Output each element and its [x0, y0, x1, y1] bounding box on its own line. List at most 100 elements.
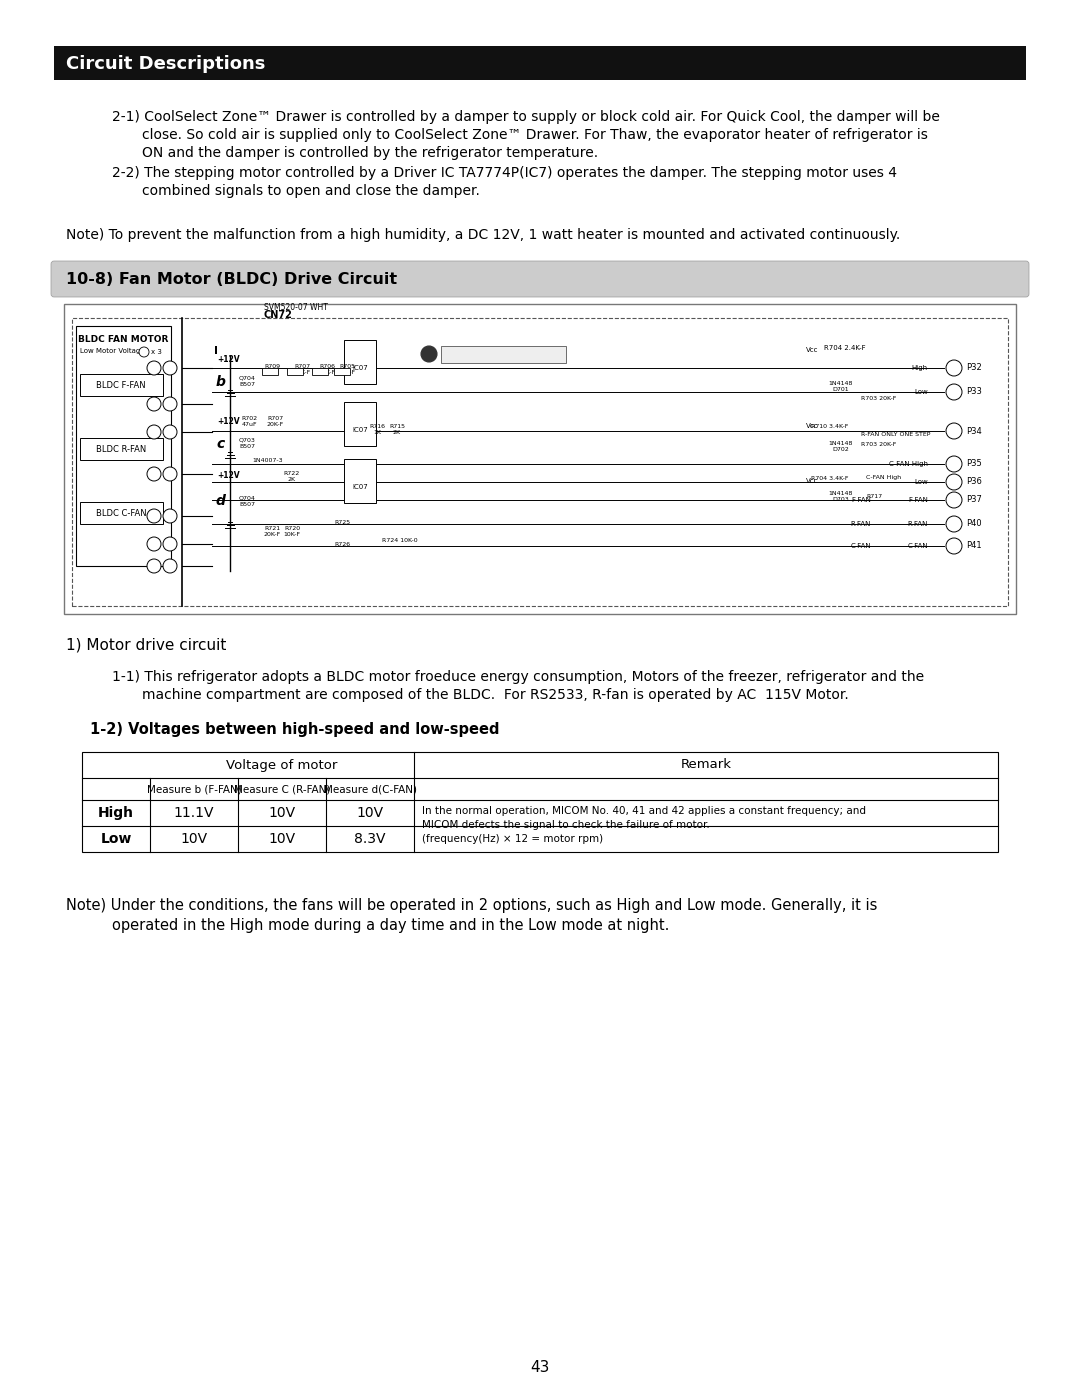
Text: 6: 6 — [167, 401, 172, 407]
Text: R705
11K-F: R705 11K-F — [338, 365, 355, 374]
Text: P41: P41 — [966, 542, 982, 550]
Bar — [441, 346, 566, 363]
Text: 1: 1 — [167, 563, 172, 569]
Bar — [345, 402, 376, 446]
Text: +12V: +12V — [217, 418, 240, 426]
Circle shape — [163, 536, 177, 550]
Bar — [345, 460, 376, 503]
Text: Vcc: Vcc — [806, 423, 819, 429]
Text: R722
2K: R722 2K — [284, 471, 300, 482]
Circle shape — [147, 559, 161, 573]
Text: 2-1) CoolSelect Zone™ Drawer is controlled by a damper to supply or block cold a: 2-1) CoolSelect Zone™ Drawer is controll… — [112, 110, 940, 124]
Text: 2-2) The stepping motor controlled by a Driver IC TA7774P(IC7) operates the damp: 2-2) The stepping motor controlled by a … — [112, 166, 897, 180]
Circle shape — [139, 346, 149, 358]
Text: BLDC C-FAN: BLDC C-FAN — [96, 509, 146, 517]
Text: C-FAN High: C-FAN High — [866, 475, 901, 481]
Text: R704 3.4K-F: R704 3.4K-F — [811, 475, 849, 481]
Text: 38: 38 — [949, 461, 959, 467]
Circle shape — [946, 515, 962, 532]
Text: Measure d(C-FAN): Measure d(C-FAN) — [324, 784, 417, 793]
Circle shape — [163, 467, 177, 481]
Circle shape — [163, 425, 177, 439]
Circle shape — [946, 455, 962, 472]
Bar — [80, 374, 163, 395]
Text: R2: R2 — [150, 429, 158, 434]
Text: close. So cold air is supplied only to CoolSelect Zone™ Drawer. For Thaw, the ev: close. So cold air is supplied only to C… — [141, 129, 928, 142]
Circle shape — [946, 474, 962, 490]
Text: BLDC R-FAN: BLDC R-FAN — [96, 444, 146, 454]
Text: C-FAN High: C-FAN High — [889, 461, 928, 467]
Text: ON and the damper is controlled by the refrigerator temperature.: ON and the damper is controlled by the r… — [141, 147, 598, 161]
Text: 40: 40 — [949, 497, 958, 503]
Text: x 3: x 3 — [151, 349, 162, 355]
Text: SL: SL — [150, 472, 158, 476]
Text: 10V: 10V — [269, 806, 296, 820]
Text: IC07: IC07 — [352, 427, 368, 433]
Text: Remark: Remark — [680, 759, 731, 771]
Text: R-FAN: R-FAN — [851, 521, 870, 527]
Text: 1N4007-3: 1N4007-3 — [252, 458, 283, 462]
Text: R726: R726 — [334, 542, 350, 546]
Text: 10-8) Fan Motor (BLDC) Drive Circuit: 10-8) Fan Motor (BLDC) Drive Circuit — [66, 272, 397, 288]
Text: 5: 5 — [167, 429, 172, 434]
Text: 41: 41 — [949, 521, 958, 527]
Text: 10V: 10V — [356, 806, 383, 820]
Text: R720
10K-F: R720 10K-F — [283, 527, 300, 536]
Circle shape — [147, 425, 161, 439]
Text: R703 20K-F: R703 20K-F — [861, 395, 896, 401]
Text: 39: 39 — [949, 479, 959, 485]
Text: 7: 7 — [167, 365, 172, 372]
FancyBboxPatch shape — [51, 261, 1029, 298]
Text: a: a — [426, 349, 432, 359]
Text: BLDC F-FAN: BLDC F-FAN — [96, 380, 146, 390]
Text: SVM520-07 WHT: SVM520-07 WHT — [264, 303, 328, 312]
Circle shape — [946, 360, 962, 376]
Circle shape — [147, 397, 161, 411]
Text: P37: P37 — [966, 496, 982, 504]
Text: IC07: IC07 — [352, 483, 368, 490]
Text: High: High — [912, 365, 928, 372]
Text: 37: 37 — [949, 427, 959, 434]
Text: 35: 35 — [949, 365, 958, 372]
Bar — [54, 46, 1026, 80]
Text: Low: Low — [100, 833, 132, 847]
Circle shape — [147, 467, 161, 481]
Text: R725: R725 — [334, 521, 350, 525]
Circle shape — [163, 559, 177, 573]
Text: BL: BL — [150, 514, 158, 518]
Text: BLDC FAN MOTOR: BLDC FAN MOTOR — [79, 335, 168, 344]
Circle shape — [147, 536, 161, 550]
Text: R706
10K-F: R706 10K-F — [319, 365, 336, 374]
Bar — [215, 346, 217, 353]
Bar — [64, 305, 1016, 615]
Text: Measure b (F-FAN): Measure b (F-FAN) — [147, 784, 241, 793]
Text: machine compartment are composed of the BLDC.  For RS2533, R-fan is operated by : machine compartment are composed of the … — [141, 687, 849, 703]
Text: Vcc: Vcc — [806, 478, 819, 483]
Text: R724 10K-0: R724 10K-0 — [382, 538, 418, 543]
Text: P35: P35 — [966, 460, 982, 468]
Bar — [80, 502, 163, 524]
Text: R-FAN ONLY ONE STEP: R-FAN ONLY ONE STEP — [861, 432, 930, 436]
Text: R702
47uF: R702 47uF — [241, 416, 257, 427]
Text: R707
20K-F: R707 20K-F — [294, 365, 311, 374]
Text: High: High — [98, 806, 134, 820]
Circle shape — [163, 509, 177, 522]
Text: d: d — [216, 495, 226, 509]
Text: 42: 42 — [949, 543, 958, 549]
Bar — [76, 326, 171, 566]
Text: 36: 36 — [949, 388, 959, 395]
Text: 43: 43 — [530, 1361, 550, 1375]
Text: 5N: 5N — [150, 542, 159, 546]
Bar — [312, 367, 328, 374]
Text: P36: P36 — [966, 478, 982, 486]
Bar — [82, 752, 998, 852]
Text: R710 3.4K-F: R710 3.4K-F — [811, 423, 849, 429]
Text: 1N4148
D701: 1N4148 D701 — [828, 381, 853, 391]
Text: 2: 2 — [167, 541, 172, 548]
Text: C-FAN: C-FAN — [850, 543, 870, 549]
Text: 1N4148
D702: 1N4148 D702 — [828, 441, 853, 451]
Text: 6E: 6E — [150, 563, 158, 569]
Circle shape — [163, 397, 177, 411]
Text: Note) Under the conditions, the fans will be operated in 2 options, such as High: Note) Under the conditions, the fans wil… — [66, 898, 877, 914]
Text: 1) Motor drive circuit: 1) Motor drive circuit — [66, 638, 227, 652]
